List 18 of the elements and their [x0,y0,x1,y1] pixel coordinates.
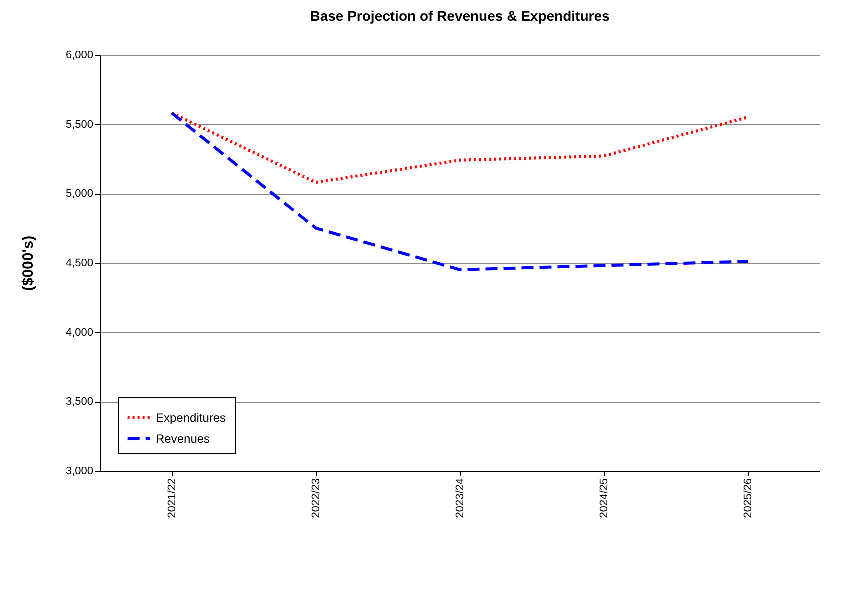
line-series [170,112,750,272]
x-tick-label: 2025/26 [742,478,754,518]
y-tick-label: 3,500 [66,396,94,408]
x-tick-label: 2021/22 [166,478,178,518]
legend-label: Expenditures [156,411,226,425]
y-tick-label: 5,500 [66,118,94,131]
chart-title: Base Projection of Revenues & Expenditures [310,8,610,24]
x-tick-label: 2023/24 [454,478,466,518]
y-tick-label: 4,500 [66,258,94,270]
line-series [170,112,750,184]
x-tick-label: 2024/25 [598,478,610,518]
y-tick-label: 4,000 [66,326,94,339]
legend-label: Revenues [156,432,210,446]
x-tick-label: 2022/23 [310,478,322,518]
y-tick-label: 5,000 [66,188,94,200]
y-axis-title: ($000's) [20,236,37,292]
y-tick-label: 3,000 [66,466,94,478]
y-tick-label: 6,000 [66,50,94,62]
